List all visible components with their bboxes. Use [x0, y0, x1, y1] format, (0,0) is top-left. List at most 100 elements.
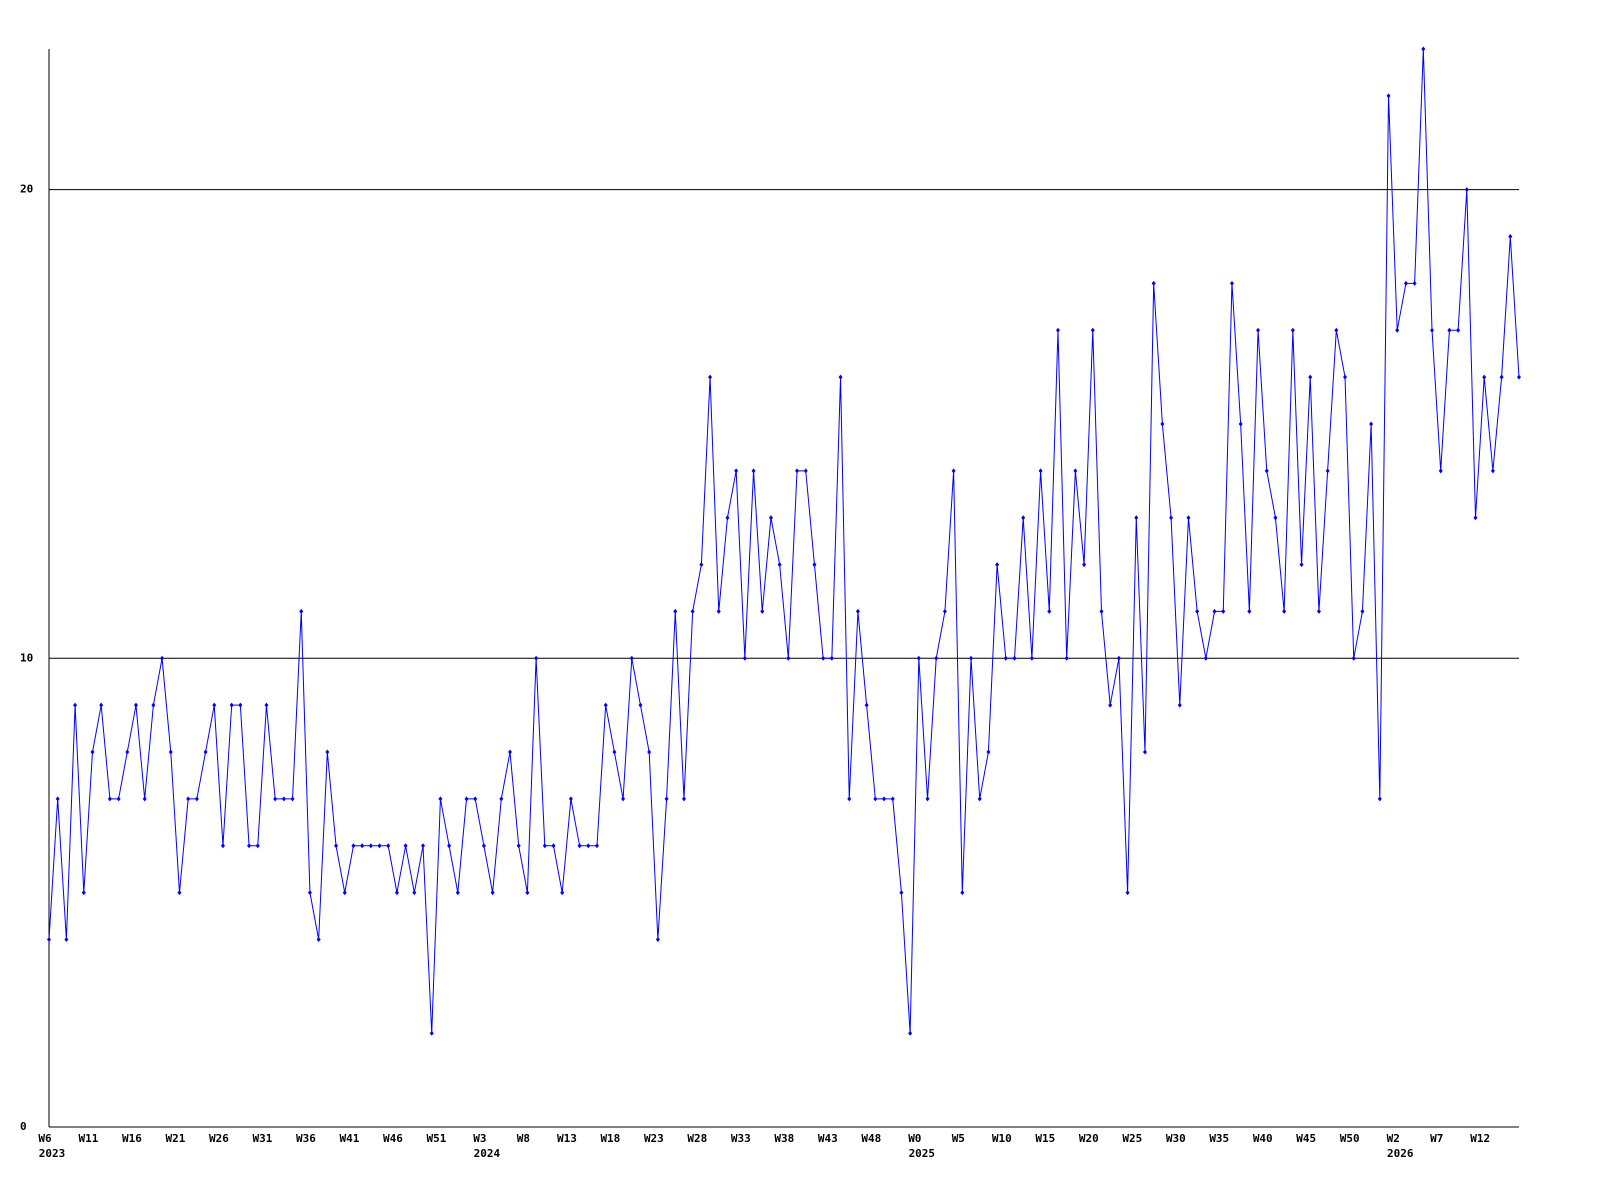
- point: [1160, 421, 1165, 427]
- point: [177, 890, 182, 896]
- point: [508, 749, 513, 755]
- point: [290, 796, 295, 802]
- point: [760, 608, 765, 614]
- point: [116, 796, 121, 802]
- x-tick-label: W43: [818, 1132, 838, 1145]
- x-tick-label: W10: [992, 1132, 1012, 1145]
- point: [586, 843, 591, 849]
- point: [1134, 515, 1139, 521]
- point: [47, 937, 51, 943]
- x-tick-label: W31: [253, 1132, 273, 1145]
- x-tick-label: W40: [1253, 1132, 1273, 1145]
- point: [1221, 608, 1226, 614]
- point: [969, 655, 974, 661]
- point: [1395, 327, 1400, 333]
- point: [960, 890, 965, 896]
- x-tick-label: W16: [122, 1132, 142, 1145]
- point: [1447, 327, 1452, 333]
- point: [1003, 655, 1008, 661]
- point: [1151, 280, 1156, 286]
- point: [281, 796, 286, 802]
- x-tick-label: W18: [600, 1132, 620, 1145]
- point: [394, 890, 399, 896]
- point: [1421, 46, 1426, 52]
- point: [273, 796, 278, 802]
- point: [368, 843, 373, 849]
- point: [1308, 374, 1313, 380]
- point: [334, 843, 339, 849]
- point: [847, 796, 852, 802]
- x-tick-label: W8: [517, 1132, 530, 1145]
- x-tick-label: W51: [426, 1132, 446, 1145]
- point: [795, 468, 800, 474]
- point: [1299, 562, 1304, 568]
- point: [1212, 608, 1217, 614]
- point: [212, 702, 217, 708]
- point: [1456, 327, 1461, 333]
- point: [412, 890, 417, 896]
- point: [768, 515, 773, 521]
- point: [438, 796, 443, 802]
- point: [203, 749, 208, 755]
- x-tick-label: W48: [861, 1132, 881, 1145]
- point: [977, 796, 982, 802]
- point: [1351, 655, 1356, 661]
- point: [1125, 890, 1130, 896]
- point: [299, 608, 304, 614]
- x-tick-label: W6: [38, 1132, 52, 1145]
- point: [525, 890, 530, 896]
- point: [1064, 655, 1069, 661]
- point: [995, 562, 1000, 568]
- point: [1334, 327, 1339, 333]
- point: [638, 702, 643, 708]
- point: [342, 890, 347, 896]
- x-tick-label: W12: [1470, 1132, 1490, 1145]
- point: [151, 702, 156, 708]
- x-tick-label: W25: [1122, 1132, 1142, 1145]
- point: [125, 749, 130, 755]
- point: [1438, 468, 1443, 474]
- point: [1464, 187, 1469, 193]
- point: [421, 843, 426, 849]
- point: [1386, 93, 1391, 99]
- x-tick-label: W36: [296, 1132, 316, 1145]
- point: [1290, 327, 1295, 333]
- point: [1256, 327, 1261, 333]
- point: [1038, 468, 1043, 474]
- y-tick-label: 10: [20, 651, 33, 664]
- x-tick-label: W30: [1166, 1132, 1186, 1145]
- point: [1482, 374, 1487, 380]
- point: [1082, 562, 1087, 568]
- point: [168, 749, 173, 755]
- point: [699, 562, 704, 568]
- point: [490, 890, 495, 896]
- point: [133, 702, 138, 708]
- point: [1282, 608, 1287, 614]
- x-tick-label: W5: [952, 1132, 965, 1145]
- point: [925, 796, 930, 802]
- year-label: 2025: [909, 1147, 936, 1160]
- point: [908, 1030, 913, 1036]
- point: [360, 843, 365, 849]
- x-tick-label: W38: [774, 1132, 794, 1145]
- x-tick-label: W20: [1079, 1132, 1099, 1145]
- point: [481, 843, 486, 849]
- point: [664, 796, 669, 802]
- point: [1047, 608, 1052, 614]
- point: [1273, 515, 1278, 521]
- point: [247, 843, 252, 849]
- point: [1073, 468, 1078, 474]
- point: [1012, 655, 1017, 661]
- point: [681, 796, 686, 802]
- point: [1490, 468, 1495, 474]
- point: [1169, 515, 1174, 521]
- x-tick-label: W7: [1430, 1132, 1443, 1145]
- point: [890, 796, 895, 802]
- x-tick-label: W46: [383, 1132, 403, 1145]
- point: [751, 468, 756, 474]
- point: [1377, 796, 1382, 802]
- point: [194, 796, 199, 802]
- point: [316, 937, 321, 943]
- point: [838, 374, 843, 380]
